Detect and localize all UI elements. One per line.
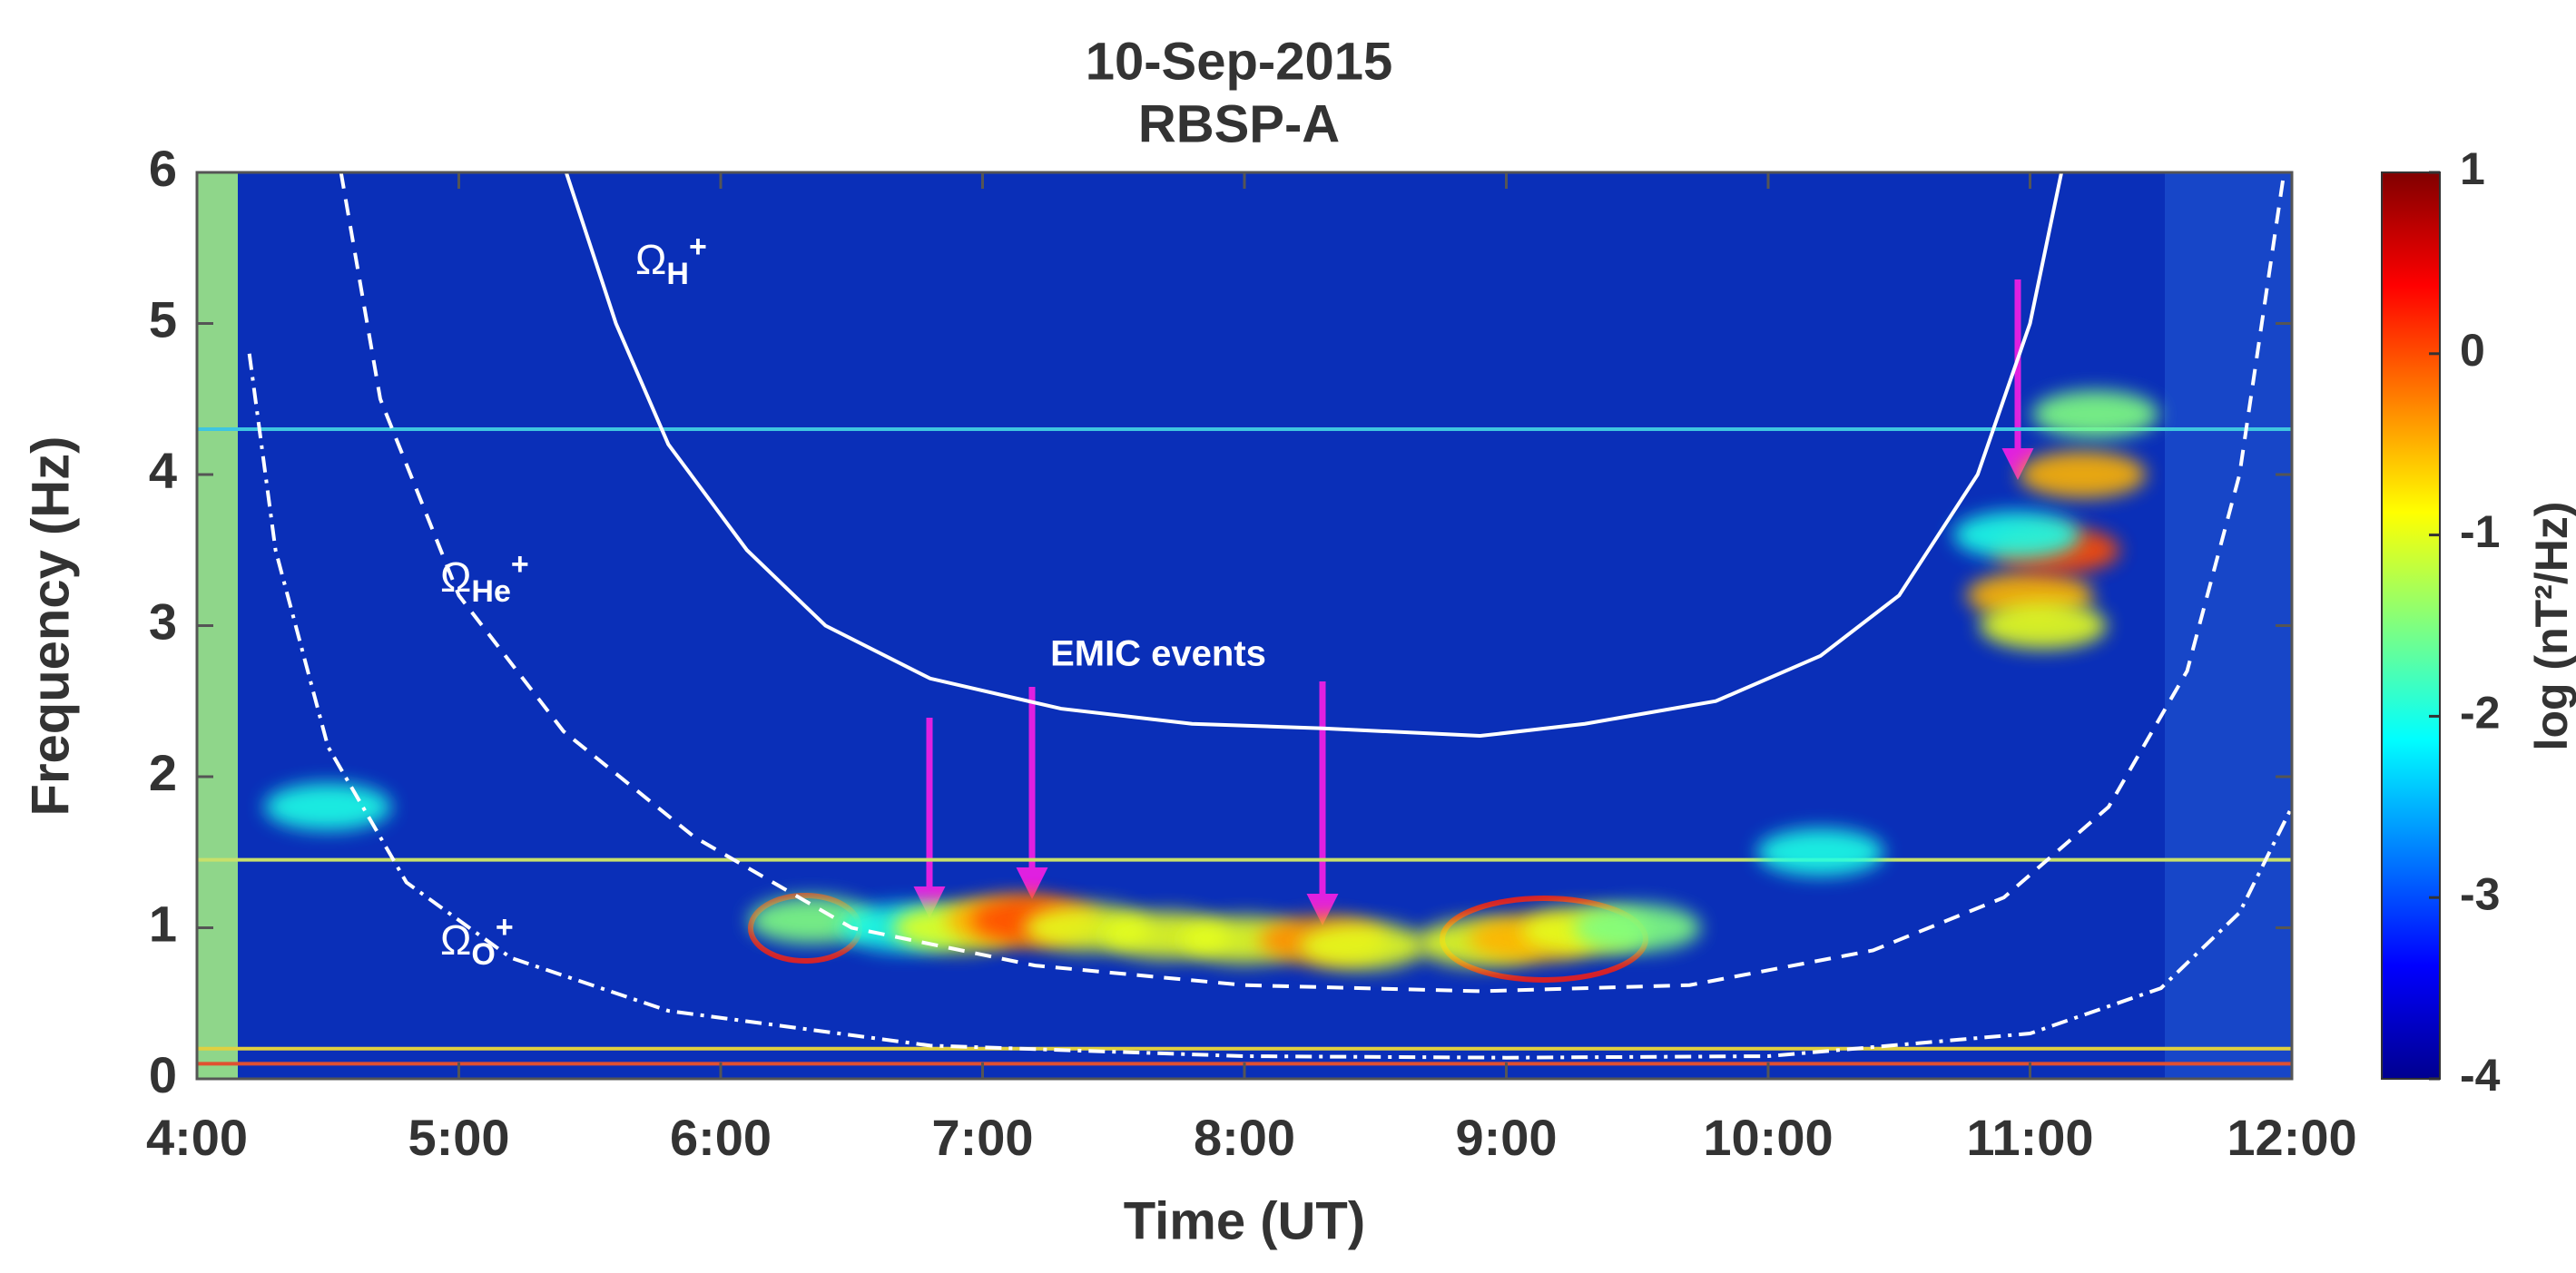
y-tick-label: 2 bbox=[149, 744, 177, 801]
colorbar-tick-label: -3 bbox=[2460, 868, 2500, 919]
x-tick-label: 11:00 bbox=[1966, 1109, 2093, 1166]
x-tick-label: 5:00 bbox=[408, 1109, 509, 1166]
colorbar-tick-label: 1 bbox=[2460, 143, 2485, 194]
chart-title: RBSP-A bbox=[1138, 94, 1340, 153]
y-tick-label: 6 bbox=[149, 140, 177, 197]
y-tick-label: 1 bbox=[149, 895, 177, 952]
emission-patch bbox=[1756, 828, 1884, 876]
y-tick-label: 0 bbox=[149, 1046, 177, 1103]
y-tick-label: 5 bbox=[149, 290, 177, 348]
curve-label: ΩO+ bbox=[440, 910, 514, 972]
cyclotron-curve bbox=[339, 171, 2286, 994]
event-arrows bbox=[913, 279, 2034, 925]
x-tick-label: 7:00 bbox=[931, 1109, 1033, 1166]
emission-patch bbox=[264, 783, 392, 831]
colorbar-label: log (nT²/Hz) bbox=[2526, 502, 2576, 751]
x-axis-label: Time (UT) bbox=[1124, 1191, 1365, 1250]
x-tick-label: 12:00 bbox=[2227, 1109, 2356, 1166]
cyclotron-curve bbox=[247, 353, 2294, 1060]
emission-patch bbox=[1298, 922, 1426, 970]
curve-label: ΩH+ bbox=[635, 230, 707, 291]
x-tick-label: 10:00 bbox=[1703, 1109, 1833, 1166]
emission-patch bbox=[1573, 904, 1701, 952]
x-tick-label: 4:00 bbox=[146, 1109, 248, 1166]
y-axis-label: Frequency (Hz) bbox=[21, 436, 80, 817]
colorbar-tick-label: 0 bbox=[2460, 325, 2485, 376]
colorbar-tick-label: -2 bbox=[2460, 688, 2500, 739]
emission-patch bbox=[2031, 390, 2159, 438]
curve-label: ΩHe+ bbox=[440, 547, 529, 609]
x-tick-label: 9:00 bbox=[1455, 1109, 1557, 1166]
annotation: EMIC events bbox=[1050, 634, 1266, 674]
colorbar bbox=[2381, 171, 2441, 1080]
x-tick-label: 8:00 bbox=[1194, 1109, 1295, 1166]
emission-patch bbox=[1953, 511, 2081, 559]
cyclotron-curve bbox=[564, 171, 2064, 739]
colorbar-tick-label: -4 bbox=[2460, 1050, 2501, 1101]
y-tick-label: 4 bbox=[149, 442, 177, 499]
emission-patch bbox=[2019, 451, 2147, 498]
x-tick-label: 6:00 bbox=[670, 1109, 772, 1166]
chart-title: 10-Sep-2015 bbox=[1086, 32, 1393, 91]
emission-patch bbox=[1979, 602, 2107, 650]
colorbar-tick-label: -1 bbox=[2460, 506, 2500, 557]
y-tick-label: 3 bbox=[149, 592, 177, 650]
data-gap-strip bbox=[2165, 172, 2292, 1079]
